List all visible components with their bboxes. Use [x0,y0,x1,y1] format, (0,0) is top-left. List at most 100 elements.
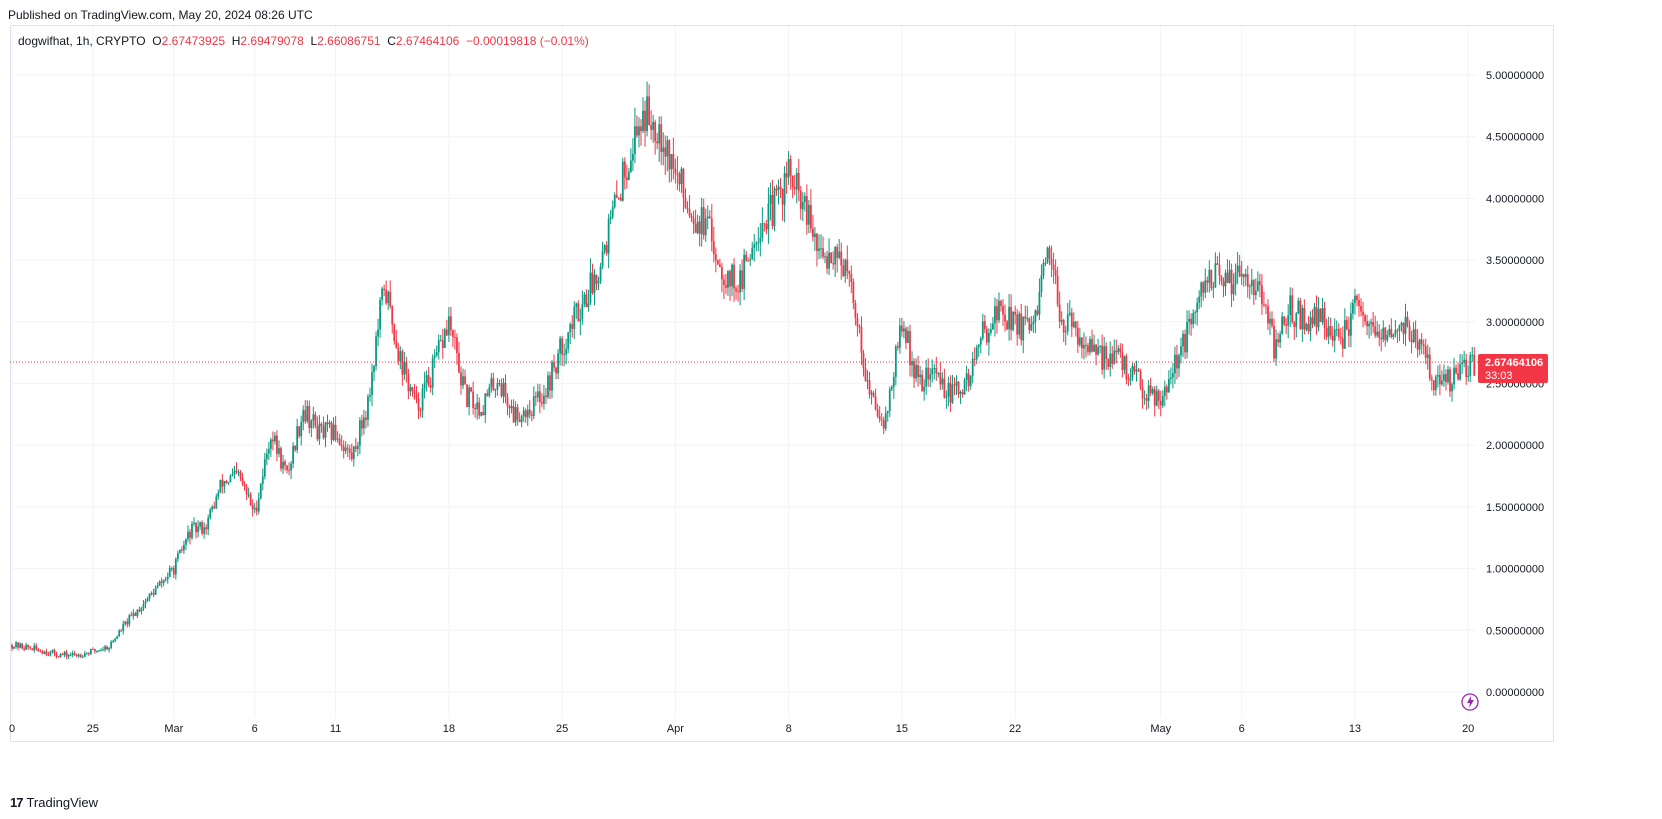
candle-body [862,352,865,369]
candle-body [1196,302,1199,313]
candle-body [237,471,240,473]
candle-body [858,326,861,328]
candle-body [49,651,52,655]
candle-body [678,173,681,185]
candle-body [870,392,873,395]
candle-body [209,509,212,519]
candle-body [278,448,280,454]
candle-body [1218,265,1221,276]
candle-body [1333,329,1336,341]
candle-body [850,274,853,282]
tradingview-brand[interactable]: 17 TradingView [10,795,98,810]
candle-body [951,384,954,403]
candle-body [294,445,297,451]
candle-body [658,124,661,144]
price-tag-box [1478,353,1548,383]
candle-body [397,347,400,362]
candle-body [488,387,491,396]
candle-body [1370,322,1373,324]
candle-body [702,207,705,236]
candle-body [1376,331,1379,336]
candle-body [470,387,473,392]
candle-body [971,358,974,376]
candle-body [704,218,707,236]
candle-body [745,254,748,261]
close-label: C [387,34,396,48]
candle-body [223,480,226,487]
candle-body [1159,400,1162,406]
candle-body [413,391,416,394]
candle-body [1099,345,1102,348]
candle-body [419,410,422,412]
candle-body [172,568,175,575]
candle-body [1097,347,1099,355]
candle-body [700,207,703,234]
candle-body [947,382,950,397]
candle-body [104,646,106,650]
candle-body [767,203,770,230]
candle-body [504,382,507,398]
candle-body [1244,274,1247,278]
candle-body [310,420,313,429]
candle-body [1279,334,1282,343]
candle-body [1309,317,1312,332]
candle-body [526,409,529,418]
lightning-icon-bolt [1467,696,1474,708]
candle-body [981,321,984,339]
x-tick-label: 13 [1349,723,1361,735]
candle-body [336,438,339,440]
candle-body [334,424,337,440]
candle-body [1153,389,1156,406]
candle-body [468,387,470,407]
candle-body [1167,379,1170,393]
candle-body [1117,348,1120,353]
candle-body [1121,352,1124,370]
candle-body [482,411,485,416]
candle-body [589,272,592,304]
candle-body [180,549,183,551]
candle-body [445,329,448,336]
candle-body [1210,269,1213,289]
candle-body [555,367,557,374]
candle-body [1240,274,1243,277]
candle-body [33,645,36,651]
candle-body [1083,344,1085,349]
candle-body [292,445,295,464]
candle-body [524,410,527,418]
candle-body [350,452,353,460]
candle-body [565,348,568,355]
candle-body [625,177,628,181]
candle-body [666,140,669,157]
candle-body [781,188,784,205]
candle-body [518,419,521,423]
candle-body [41,651,44,654]
candle-body [949,382,952,403]
candle-body [935,368,938,374]
x-tick-label: 25 [87,723,99,735]
candle-body [1198,296,1201,303]
candle-body [1040,275,1043,292]
candle-body [599,266,602,282]
candle-body [308,406,311,429]
candle-body [316,426,319,440]
candle-body [154,587,157,595]
candle-body [486,393,489,396]
candle-body [148,593,151,599]
candle-body [814,233,816,237]
tradingview-logo-icon: 17 [10,795,24,810]
candle-body [83,653,86,657]
candle-body [585,294,588,308]
candle-body [344,447,347,452]
candle-body [449,316,452,331]
high-value: 2.69479078 [240,34,304,48]
candle-body [1087,345,1089,353]
candle-body [1287,315,1290,326]
candle-body [543,395,545,404]
symbol-name[interactable]: dogwifhat, 1h, CRYPTO [18,34,146,48]
candle-body [571,324,574,329]
candle-body [882,420,885,429]
y-tick-label: 5.00000000 [1486,70,1544,82]
candle-body [716,260,719,265]
candle-body [1461,362,1464,365]
